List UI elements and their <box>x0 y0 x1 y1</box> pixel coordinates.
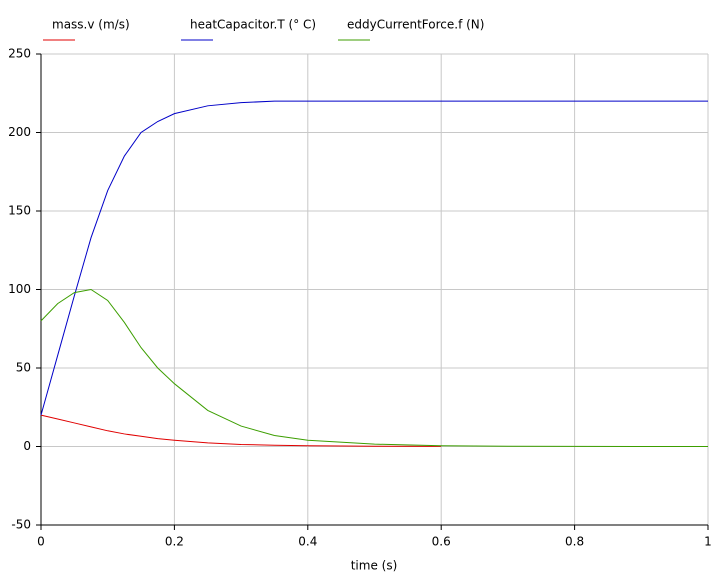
y-tick-label: 50 <box>16 361 31 375</box>
y-tick-label: 200 <box>8 125 31 139</box>
series-line <box>40 100 708 416</box>
x-tick-label: 1 <box>704 535 712 549</box>
y-tick-label: 0 <box>23 439 31 453</box>
y-tick-label: 100 <box>8 282 31 296</box>
legend-label: eddyCurrentForce.f (N) <box>347 18 484 32</box>
x-tick-label: 0 <box>37 535 45 549</box>
x-tick-label: 0.2 <box>165 535 184 549</box>
x-tick-label: 0.8 <box>565 535 584 549</box>
series-line <box>40 288 708 447</box>
legend-label: heatCapacitor.T (° C) <box>190 18 316 32</box>
x-tick-label: 0.6 <box>432 535 451 549</box>
legend-label: mass.v (m/s) <box>52 18 130 32</box>
series-line <box>40 414 442 447</box>
x-tick-label: 0.4 <box>298 535 317 549</box>
y-tick-label: -50 <box>11 518 31 532</box>
x-axis-label: time (s) <box>351 559 398 573</box>
y-tick-label: 150 <box>8 204 31 218</box>
y-tick-label: 250 <box>8 47 31 61</box>
